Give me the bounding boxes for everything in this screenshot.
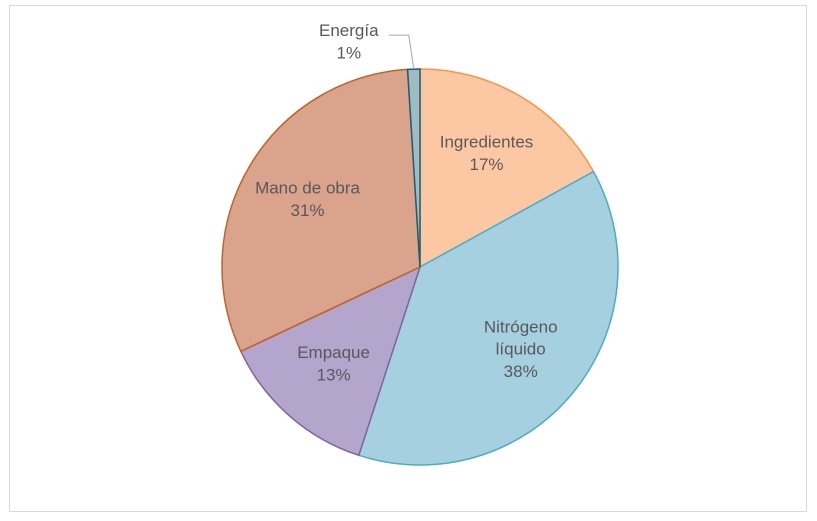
pie-slice <box>239 265 422 457</box>
value-label: 13% <box>317 366 351 385</box>
leader-line <box>388 34 415 70</box>
category-label: Empaque <box>297 344 370 363</box>
category-label: Nitrógeno líquido <box>484 318 558 359</box>
value-label: 1% <box>336 44 361 63</box>
value-label: 17% <box>470 155 504 174</box>
category-label: Mano de obra <box>255 179 360 198</box>
pie-slice <box>419 68 595 269</box>
category-label: Energía <box>319 22 379 41</box>
category-label: Ingredientes <box>440 133 534 152</box>
pie-slice <box>357 170 619 466</box>
value-label: 31% <box>291 201 325 220</box>
pie-slice <box>221 68 421 353</box>
value-label: 38% <box>504 362 538 381</box>
